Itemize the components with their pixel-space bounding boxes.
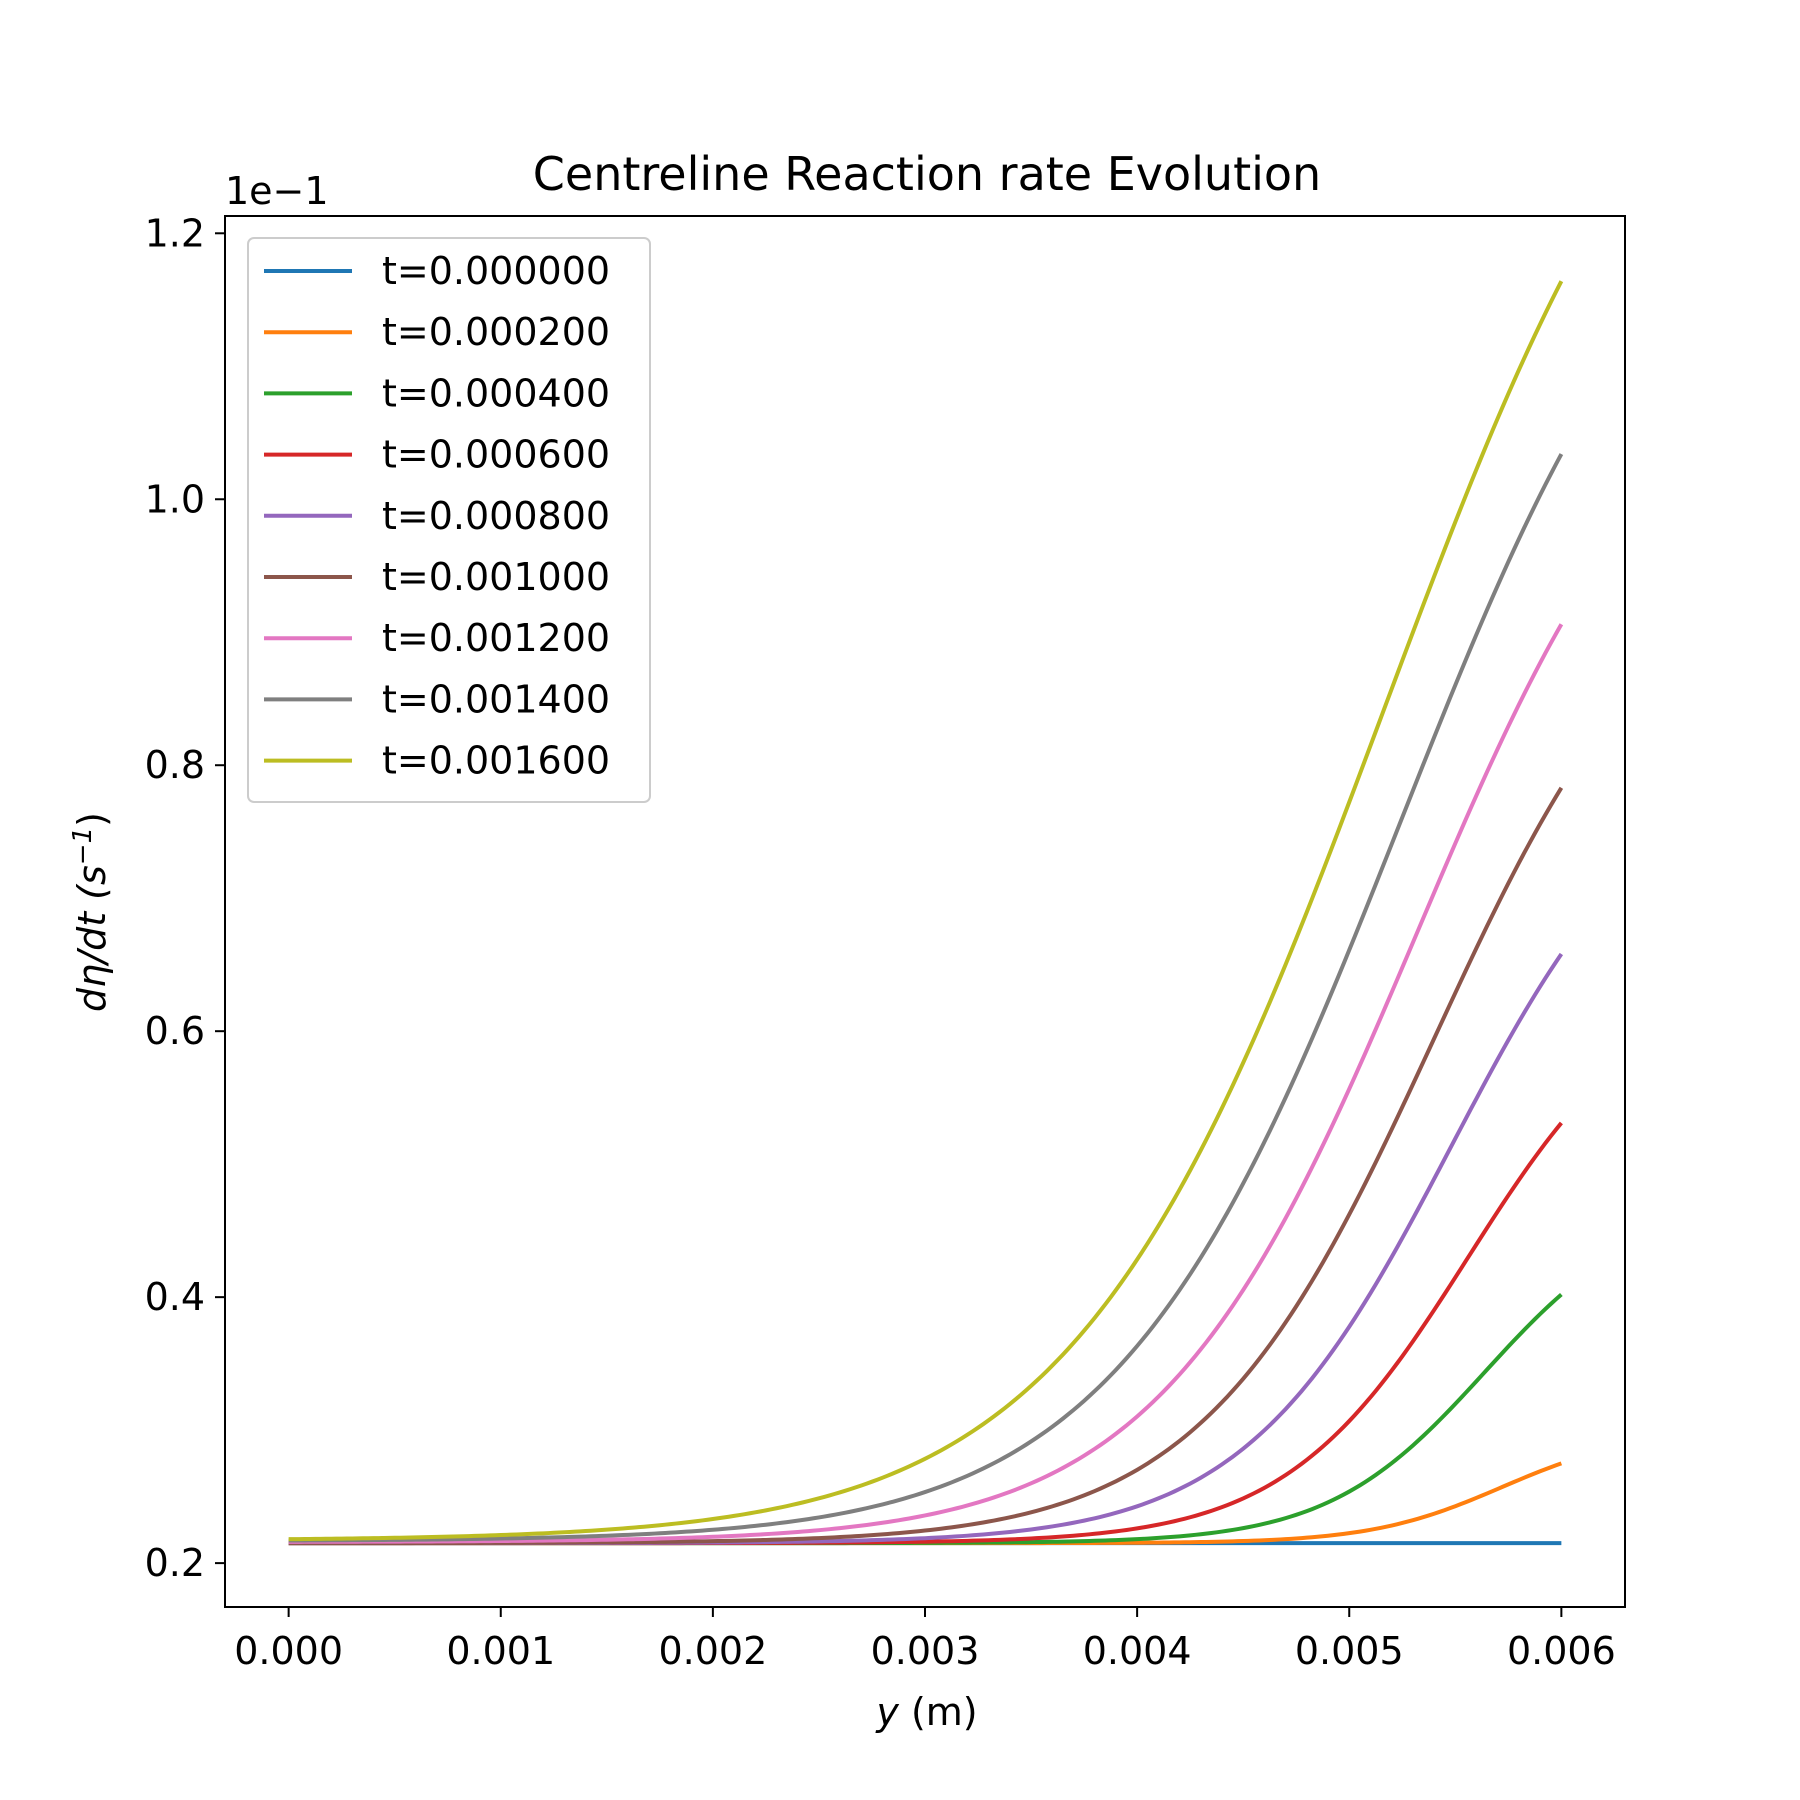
series-line <box>288 453 1564 1543</box>
series-line <box>288 280 1564 1542</box>
legend-label: t=0.000000 <box>382 249 610 293</box>
x-axis-label: y (m) <box>875 1690 977 1734</box>
x-tick-label: 0.006 <box>1507 1629 1616 1673</box>
chart-title: Centreline Reaction rate Evolution <box>533 147 1321 201</box>
legend-label: t=0.000800 <box>382 494 610 538</box>
legend-label: t=0.000600 <box>382 433 610 477</box>
x-axis-label-var: y <box>875 1690 899 1734</box>
y-offset-text: 1e−1 <box>225 169 329 213</box>
legend: t=0.000000 t=0.000200 t=0.000400 t=0.000600… <box>247 237 651 803</box>
y-tick-label: 0.2 <box>145 1541 205 1585</box>
y-axis-label-main: dη/dt (s <box>70 865 114 1012</box>
x-tick-label: 0.004 <box>1083 1629 1192 1673</box>
x-tick-label: 0.000 <box>234 1629 343 1673</box>
y-axis-label-close: ) <box>70 812 114 827</box>
y-tick-label: 0.8 <box>145 743 205 787</box>
x-axis-label-unit: (m) <box>899 1690 978 1734</box>
x-tick-label: 0.005 <box>1295 1629 1404 1673</box>
legend-label: t=0.000200 <box>382 310 610 354</box>
x-tick-label: 0.003 <box>871 1629 980 1673</box>
x-axis: 0.000 0.001 0.002 0.003 0.004 0.005 0.006 <box>234 1607 1616 1673</box>
x-tick-label: 0.001 <box>446 1629 555 1673</box>
legend-label: t=0.000400 <box>382 371 610 415</box>
legend-label: t=0.001200 <box>382 616 610 660</box>
y-tick-label: 0.6 <box>145 1009 205 1053</box>
legend-label: t=0.001600 <box>382 739 610 783</box>
y-axis-label: dη/dt (s−1) <box>68 812 114 1012</box>
y-axis: 0.2 0.4 0.6 0.8 1.0 1.2 <box>145 211 225 1585</box>
plot-lines <box>288 280 1564 1546</box>
legend-label: t=0.001000 <box>382 555 610 599</box>
y-tick-label: 1.0 <box>145 477 205 521</box>
y-axis-label-sup: −1 <box>68 827 98 865</box>
x-tick-label: 0.002 <box>658 1629 767 1673</box>
legend-box <box>247 237 651 803</box>
y-tick-label: 1.2 <box>145 211 205 255</box>
series-line <box>288 623 1564 1544</box>
y-tick-label: 0.4 <box>145 1275 205 1319</box>
legend-label: t=0.001400 <box>382 677 610 721</box>
